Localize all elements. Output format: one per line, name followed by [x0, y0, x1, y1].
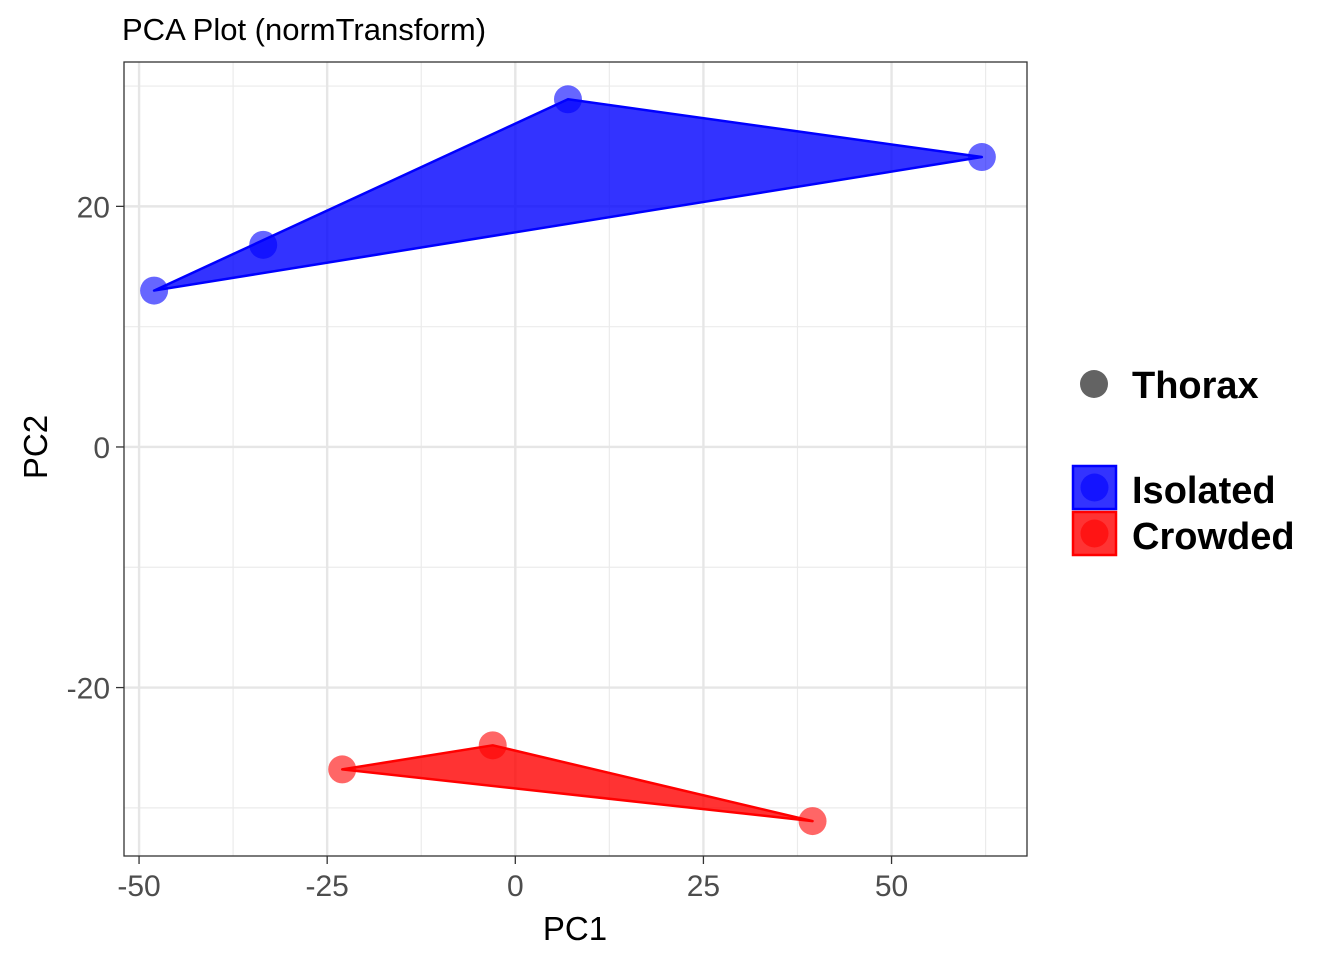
- crowded-point: [478, 731, 507, 760]
- y-tick-label: 0: [93, 432, 110, 465]
- legend-thorax-symbol: [1080, 370, 1108, 398]
- isolated-point: [967, 143, 996, 172]
- legend-crowded-label: Crowded: [1132, 516, 1295, 558]
- chart-title: PCA Plot (normTransform): [122, 12, 486, 47]
- isolated-hull: [152, 98, 984, 292]
- legend-isolated-label: Isolated: [1132, 470, 1276, 512]
- legend-isolated-point: [1080, 473, 1109, 502]
- hull-polygons: [152, 98, 984, 823]
- x-tick-label: 25: [687, 870, 720, 903]
- axes: -50 -25 0 25 50 -20 0 20: [67, 191, 909, 903]
- y-axis-title: PC2: [17, 415, 54, 479]
- plot-panel-border: [123, 61, 1028, 857]
- x-tick-label: -25: [305, 870, 348, 903]
- y-tick-label: 20: [77, 191, 110, 224]
- x-tick-label: 0: [507, 870, 524, 903]
- legend-crowded-point: [1080, 519, 1109, 548]
- legend-thorax-label: Thorax: [1132, 365, 1259, 407]
- crowded-point: [328, 755, 357, 784]
- isolated-point: [553, 85, 582, 114]
- crowded-point: [798, 807, 827, 836]
- y-tick-label: -20: [67, 673, 110, 706]
- x-tick-label: 50: [875, 870, 908, 903]
- x-axis-title: PC1: [543, 910, 607, 947]
- isolated-point: [249, 230, 278, 259]
- isolated-point: [140, 276, 169, 305]
- data-points: [140, 85, 996, 836]
- x-tick-label: -50: [117, 870, 160, 903]
- crowded-hull: [340, 744, 814, 823]
